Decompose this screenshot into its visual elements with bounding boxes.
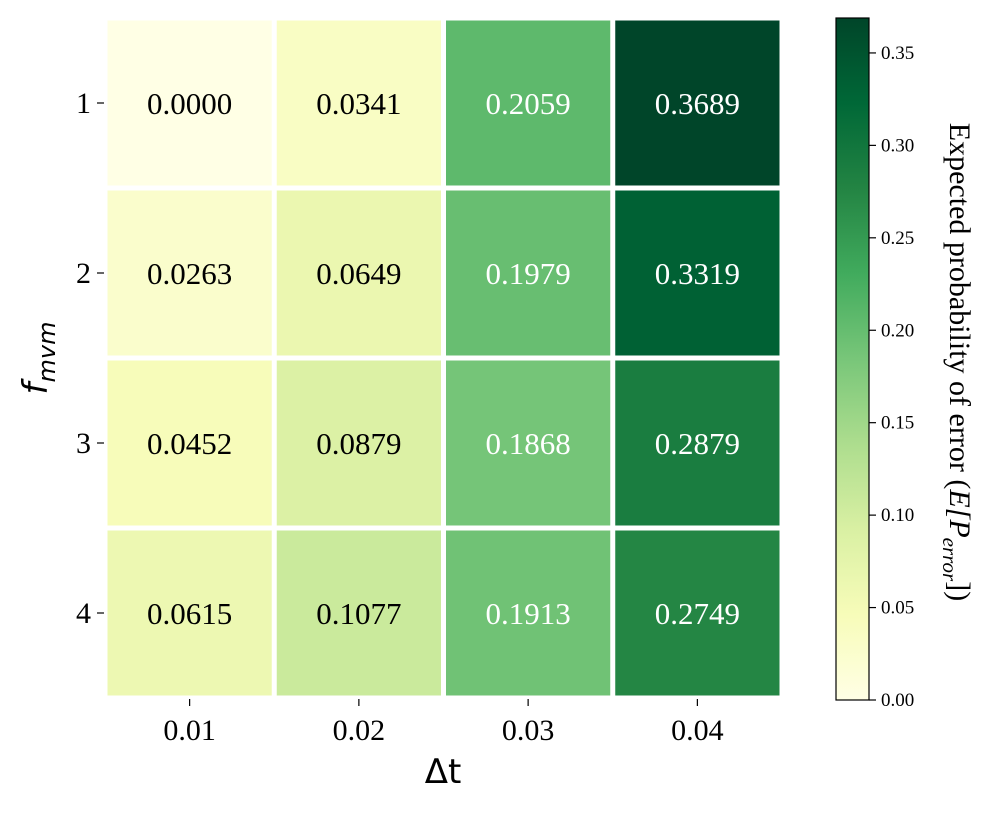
cell-value-label: 0.3319 — [655, 256, 740, 291]
svg-text:fmvm: fmvm — [16, 322, 61, 395]
y-tick-label: 2 — [76, 257, 91, 290]
colorbar-ticks: 0.00 0.05 0.10 0.15 0.20 0.25 0.30 0.35 — [869, 43, 914, 711]
y-axis-label-sub: mvm — [33, 322, 61, 383]
heatmap-cell — [276, 360, 441, 526]
cell-value-label: 0.0341 — [316, 86, 401, 121]
colorbar-tick-label: 0.30 — [881, 135, 914, 156]
cell-value-label: 0.1979 — [486, 256, 571, 291]
colorbar-tick-label: 0.00 — [881, 690, 914, 711]
colorbar-label-sub: error — [938, 538, 962, 582]
x-tick-label: 0.04 — [671, 714, 724, 747]
heatmap-cell — [276, 530, 441, 696]
heatmap-cell — [107, 190, 272, 356]
cell-value-label: 0.2749 — [655, 596, 740, 631]
colorbar-tick-label: 0.25 — [881, 228, 914, 249]
y-axis-label: fmvm — [16, 322, 61, 395]
x-tick-label: 0.03 — [502, 714, 555, 747]
y-tick-label: 3 — [76, 427, 91, 460]
cell-value-label: 0.0649 — [316, 256, 401, 291]
cell-value-label: 0.1077 — [316, 596, 401, 631]
colorbar-label-prefix: Expected probability of error ( — [943, 123, 976, 490]
colorbar-tick-label: 0.10 — [881, 505, 914, 526]
cell-value-label: 0.1868 — [486, 426, 571, 461]
cell-value-label: 0.2879 — [655, 426, 740, 461]
cell-value-label: 0.0879 — [316, 426, 401, 461]
x-tick-label: 0.02 — [333, 714, 386, 747]
x-axis: 0.01 0.02 0.03 0.04 — [163, 699, 724, 747]
colorbar-tick-label: 0.35 — [881, 43, 914, 64]
colorbar-label: Expected probability of error (E[Perror]… — [938, 123, 976, 601]
cell-value-label: 0.1913 — [486, 596, 571, 631]
heatmap-cell — [615, 360, 780, 526]
x-axis-label: Δt — [425, 752, 462, 792]
heatmap-cell — [446, 20, 611, 186]
heatmap-cell — [107, 360, 272, 526]
heatmap-cell — [615, 20, 780, 186]
colorbar-tick-label: 0.05 — [881, 598, 914, 619]
colorbar-gradient — [835, 17, 870, 701]
heatmap-cell — [446, 360, 611, 526]
heatmap-cell — [276, 190, 441, 356]
y-tick-label: 1 — [76, 87, 91, 120]
cell-value-label: 0.2059 — [486, 86, 571, 121]
colorbar-label-suffix: ]) — [943, 581, 976, 601]
colorbar-tick-label: 0.15 — [881, 413, 914, 434]
svg-text:Expected probability of error: Expected probability of error (E[Perror]… — [938, 123, 976, 601]
y-axis: 1 2 3 4 — [76, 87, 104, 630]
heatmap-cell — [446, 190, 611, 356]
x-tick-label: 0.01 — [163, 714, 216, 747]
heatmap-cells: 0.0000 0.0341 0.2059 0.3689 0.0263 0.0649 0.19… — [107, 20, 780, 696]
y-tick-label: 4 — [76, 597, 91, 630]
cell-value-label: 0.3689 — [655, 86, 740, 121]
cell-value-label: 0.0263 — [147, 256, 232, 291]
colorbar-tick-label: 0.20 — [881, 320, 914, 341]
heatmap-cell — [615, 530, 780, 696]
colorbar-label-italic: E[P — [943, 488, 976, 537]
cell-value-label: 0.0452 — [147, 426, 232, 461]
heatmap-cell — [107, 530, 272, 696]
cell-value-label: 0.0615 — [147, 596, 232, 631]
heatmap-cell — [276, 20, 441, 186]
heatmap-cell — [446, 530, 611, 696]
cell-value-label: 0.0000 — [147, 86, 232, 121]
heatmap-cell — [615, 190, 780, 356]
heatmap-cell — [107, 20, 272, 186]
colorbar: 0.00 0.05 0.10 0.15 0.20 0.25 0.30 0.35 — [835, 17, 914, 711]
